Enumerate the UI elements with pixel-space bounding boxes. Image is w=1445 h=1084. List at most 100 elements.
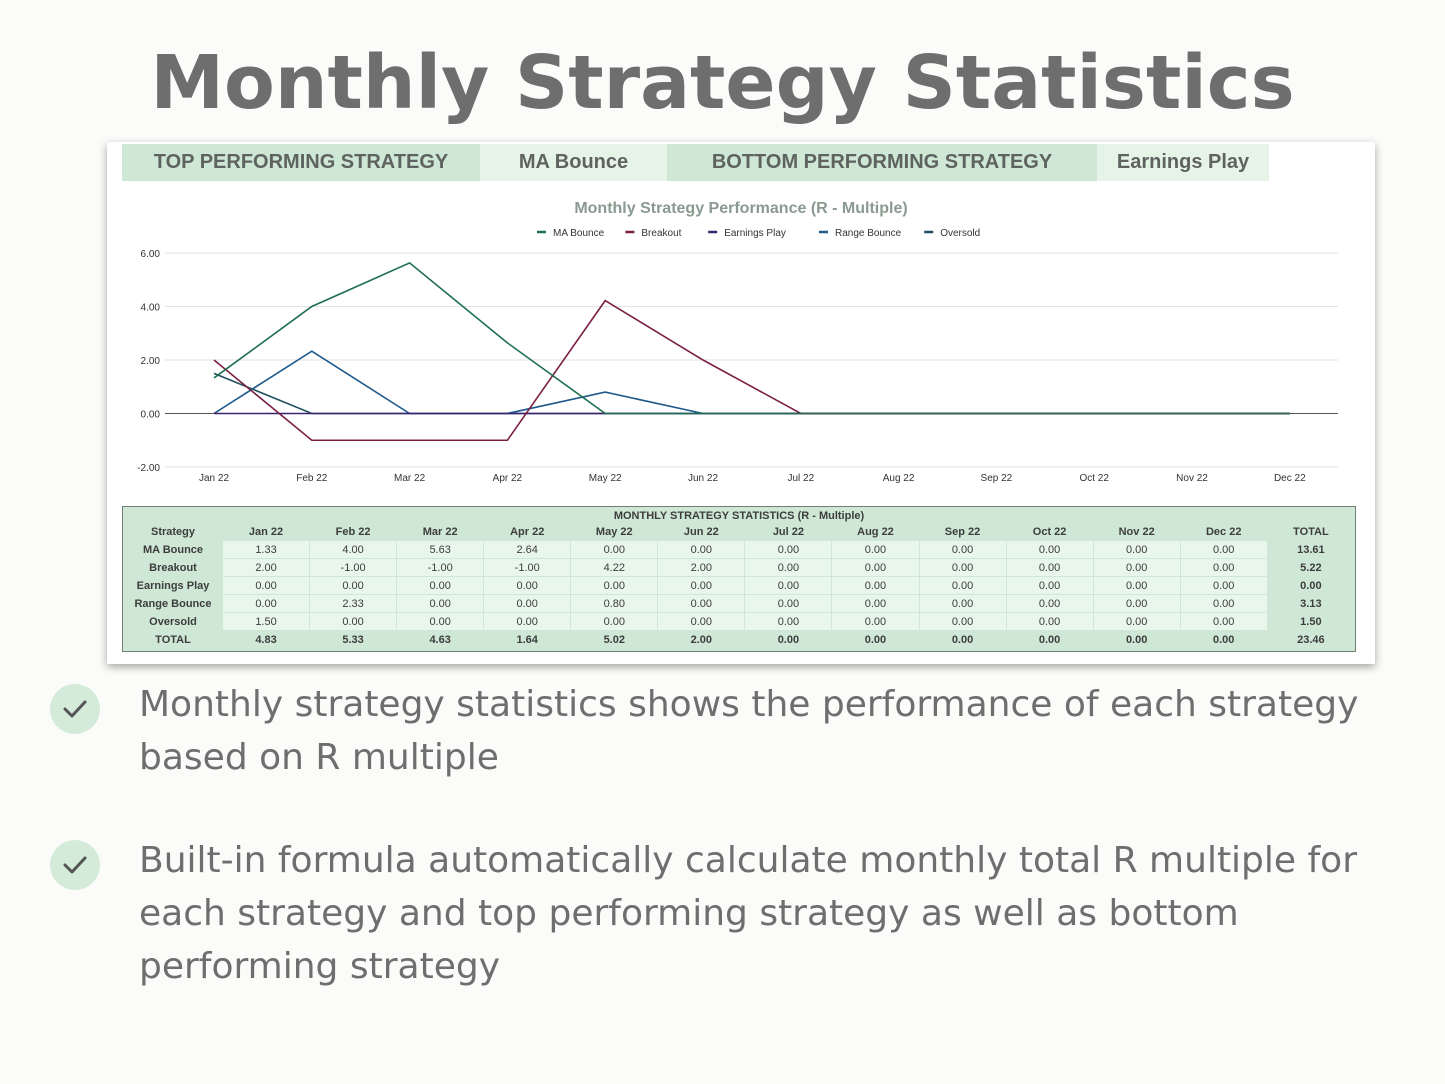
top-performing-value: MA Bounce (480, 144, 667, 181)
monthly-stats-table: MONTHLY STRATEGY STATISTICS (R - Multipl… (122, 506, 1356, 652)
table-cell: 0.00 (1093, 595, 1180, 613)
table-cell: 0.00 (1180, 559, 1267, 577)
table-cell: 0.00 (1006, 613, 1093, 631)
x-tick-label: Jun 22 (688, 473, 718, 484)
table-cell: 0.00 (745, 577, 832, 595)
table-cell: -1.00 (397, 559, 484, 577)
table-cell: 4.83 (223, 631, 310, 649)
table-cell: 0.00 (223, 595, 310, 613)
row-label: Breakout (124, 559, 222, 577)
table-cell: 0.00 (397, 577, 484, 595)
table-cell: 1.50 (223, 613, 310, 631)
x-tick-label: Apr 22 (493, 473, 523, 484)
legend-label: Breakout (641, 228, 681, 239)
series-line-oversold (213, 372, 1290, 415)
x-tick-label: Feb 22 (296, 473, 328, 484)
table-cell: 0.00 (1093, 541, 1180, 559)
table-cell: 0.00 (1180, 541, 1267, 559)
legend-label: Oversold (940, 228, 980, 239)
row-label: Range Bounce (124, 595, 222, 613)
table-cell: 0.00 (484, 613, 571, 631)
table-header: Jul 22 (772, 526, 804, 538)
table-header-strategy: Strategy (150, 526, 196, 538)
table-cell: 2.33 (310, 595, 397, 613)
table-cell: 0.00 (832, 613, 919, 631)
table-cell: 0.00 (658, 577, 745, 595)
table-cell: 4.00 (310, 541, 397, 559)
bullet-item: Built-in formula automatically calculate… (50, 840, 1357, 987)
bottom-performing-label: BOTTOM PERFORMING STRATEGY (667, 144, 1097, 181)
x-tick-label: Aug 22 (883, 473, 915, 484)
table-header: Aug 22 (857, 526, 894, 538)
table-cell: 0.00 (397, 613, 484, 631)
table-cell: 23.46 (1267, 631, 1354, 649)
table-header: Apr 22 (510, 526, 545, 538)
table-cell: 0.80 (571, 595, 658, 613)
table-cell: 0.00 (658, 541, 745, 559)
table-cell: 0.00 (919, 559, 1006, 577)
table-row: Oversold 1.50 0.00 0.00 0.00 0.00 0.00 0.00 0.00… (124, 613, 1354, 631)
x-tick-label: Mar 22 (394, 473, 426, 484)
table-cell: 0.00 (1006, 559, 1093, 577)
table-cell: 0.00 (745, 595, 832, 613)
row-label: TOTAL (124, 631, 222, 649)
bullet-text: Built-in formula automatically calculate… (139, 840, 1358, 987)
table-cell: 1.50 (1267, 613, 1354, 631)
table-cell: 0.00 (919, 595, 1006, 613)
x-tick-label: Jul 22 (787, 473, 814, 484)
table-cell: 0.00 (310, 577, 397, 595)
table-cell: 0.00 (919, 613, 1006, 631)
table-header: Feb 22 (335, 526, 371, 538)
table-cell: 0.00 (1093, 631, 1180, 649)
table-cell: 0.00 (1267, 577, 1354, 595)
table-row: Earnings Play 0.00 0.00 0.00 0.00 0.00 0.00 0.0… (124, 577, 1354, 595)
table-cell: 0.00 (1093, 577, 1180, 595)
y-tick-label: 2.00 (141, 356, 161, 367)
table-header: TOTAL (1293, 526, 1329, 538)
table-cell: 0.00 (1006, 541, 1093, 559)
table-cell: 4.63 (397, 631, 484, 649)
table-header: Nov 22 (1118, 526, 1155, 538)
legend-label: Range Bounce (835, 228, 902, 239)
table-cell: 2.64 (484, 541, 571, 559)
table-header: Jun 22 (683, 526, 719, 538)
table-cell: -1.00 (310, 559, 397, 577)
series-line-breakout (213, 299, 1290, 442)
table-cell: 0.00 (745, 541, 832, 559)
page-title: Monthly Strategy Statistics (150, 40, 1295, 126)
table-row: MA Bounce 1.33 4.00 5.63 2.64 0.00 0.00 0.00 0.0… (124, 541, 1354, 559)
table-cell: 5.02 (571, 631, 658, 649)
table-cell: 0.00 (745, 613, 832, 631)
row-label: Oversold (124, 613, 222, 631)
table-cell: 0.00 (1093, 559, 1180, 577)
table-cell: 0.00 (1180, 577, 1267, 595)
table-cell: 5.63 (397, 541, 484, 559)
table-cell: 1.33 (223, 541, 310, 559)
table-cell: 0.00 (397, 595, 484, 613)
y-tick-label: 4.00 (141, 303, 161, 314)
x-tick-label: Sep 22 (981, 473, 1013, 484)
x-tick-label: Oct 22 (1079, 473, 1109, 484)
chart-title: Monthly Strategy Performance (R - Multip… (574, 200, 907, 217)
series-line-ma-bounce (213, 261, 1290, 415)
table-cell: 0.00 (571, 577, 658, 595)
table-cell: 5.33 (310, 631, 397, 649)
table-cell: 0.00 (1093, 613, 1180, 631)
table-cell: 0.00 (658, 613, 745, 631)
monthly-performance-chart: Monthly Strategy Performance (R - Multip… (137, 200, 1338, 484)
table-cell: 0.00 (658, 595, 745, 613)
table-total-row: TOTAL 4.83 5.33 4.63 1.64 5.02 2.00 0.00 0.00 0.0… (124, 631, 1354, 649)
table-cell: 0.00 (832, 577, 919, 595)
x-tick-label: Nov 22 (1176, 473, 1208, 484)
legend-label: MA Bounce (553, 228, 605, 239)
x-tick-label: May 22 (589, 473, 622, 484)
table-cell: 0.00 (1006, 577, 1093, 595)
table-header: Jan 22 (248, 526, 284, 538)
table-cell: -1.00 (484, 559, 571, 577)
table-header: May 22 (595, 526, 633, 538)
table-header: Oct 22 (1032, 526, 1067, 538)
table-cell: 0.00 (832, 631, 919, 649)
table-header: Sep 22 (944, 526, 981, 538)
table-cell: 0.00 (919, 541, 1006, 559)
legend-label: Earnings Play (724, 228, 786, 239)
